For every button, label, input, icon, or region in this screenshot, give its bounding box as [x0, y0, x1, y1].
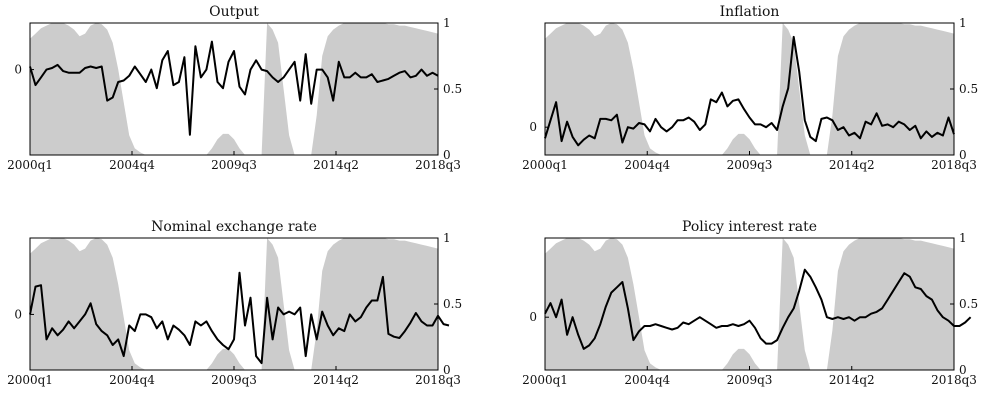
shaded-area — [30, 23, 438, 155]
panel-title: Output — [209, 4, 259, 20]
right-tick-label: 1 — [443, 231, 451, 245]
x-tick-label: 2014q2 — [313, 158, 359, 172]
x-tick-label: 2004q4 — [624, 373, 670, 387]
panel-4: Policy interest rate 0 0.5 1 0 2000q1 2004q4 20… — [522, 219, 978, 387]
shaded-area — [30, 238, 438, 370]
series-line — [544, 268, 972, 350]
x-tick-label: 2018q3 — [931, 373, 977, 387]
x-tick-label: 2000q1 — [522, 373, 568, 387]
x-tick-label: 2004q4 — [624, 158, 670, 172]
right-tick-label: 0.5 — [959, 82, 978, 96]
right-tick-label: 0 — [443, 148, 451, 162]
right-tick-label: 0 — [959, 363, 967, 377]
right-tick-label: 0.5 — [959, 297, 978, 311]
x-tick-label: 2009q3 — [211, 373, 257, 387]
shaded-area — [545, 238, 954, 370]
left-tick-label: 0 — [14, 63, 22, 77]
series-line — [29, 40, 439, 136]
x-tick-label: 2018q3 — [931, 158, 977, 172]
panel-3: Nominal exchange rate 0 0.5 1 0 2000q1 2004q4 2… — [7, 219, 462, 387]
panel-title: Nominal exchange rate — [151, 219, 317, 235]
x-tick-label: 2014q2 — [313, 373, 359, 387]
x-tick-label: 2009q3 — [727, 373, 773, 387]
panel-2: Inflation 0 0.5 1 0 2000q1 2004q4 2009q3 2014q2 2… — [522, 4, 978, 172]
right-tick-label: 1 — [959, 231, 967, 245]
right-tick-label: 0.5 — [443, 82, 462, 96]
x-tick-label: 2000q1 — [7, 373, 53, 387]
x-tick-label: 2014q2 — [829, 373, 875, 387]
x-tick-label: 2014q2 — [829, 158, 875, 172]
right-tick-label: 0.5 — [443, 297, 462, 311]
left-tick-label: 0 — [529, 120, 537, 134]
x-tick-label: 2000q1 — [7, 158, 53, 172]
x-tick-label: 2004q4 — [109, 373, 155, 387]
x-tick-label: 2018q3 — [415, 158, 461, 172]
x-tick-label: 2009q3 — [727, 158, 773, 172]
series-line — [544, 35, 955, 147]
left-tick-label: 0 — [529, 310, 537, 324]
right-tick-label: 1 — [959, 16, 967, 30]
right-tick-label: 0 — [959, 148, 967, 162]
panel-title: Policy interest rate — [682, 219, 817, 235]
x-tick-label: 2018q3 — [415, 373, 461, 387]
panel-1: Output 0 0.5 1 0 2000q1 2004q4 2009q3 2014q2 2018… — [7, 4, 462, 172]
x-tick-label: 2009q3 — [211, 158, 257, 172]
panel-title: Inflation — [720, 4, 780, 20]
right-tick-label: 0 — [443, 363, 451, 377]
left-tick-label: 0 — [14, 307, 22, 321]
x-tick-label: 2004q4 — [109, 158, 155, 172]
right-tick-label: 1 — [443, 16, 451, 30]
series-line — [29, 271, 450, 365]
x-tick-label: 2000q1 — [522, 158, 568, 172]
shaded-area — [545, 23, 954, 155]
